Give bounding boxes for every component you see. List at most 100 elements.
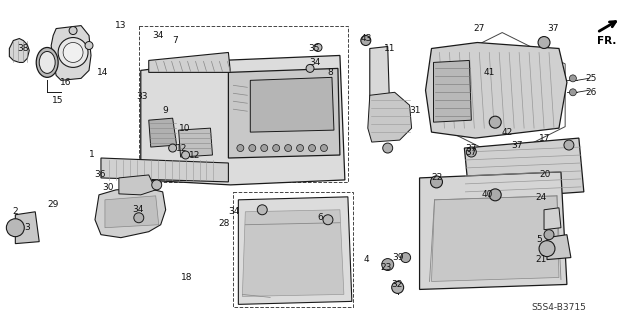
Text: 13: 13 [115, 21, 127, 30]
Text: 18: 18 [181, 273, 193, 282]
Circle shape [467, 147, 476, 157]
Circle shape [321, 145, 328, 152]
Polygon shape [228, 68, 340, 158]
Polygon shape [426, 43, 567, 138]
Text: 20: 20 [540, 171, 550, 180]
Circle shape [544, 230, 554, 240]
Circle shape [152, 180, 162, 190]
Circle shape [383, 143, 393, 153]
Circle shape [85, 42, 93, 50]
Circle shape [570, 75, 577, 82]
Text: 5: 5 [536, 235, 542, 244]
Polygon shape [243, 210, 344, 296]
Text: 34: 34 [309, 58, 321, 67]
Text: 36: 36 [94, 171, 106, 180]
Circle shape [570, 89, 577, 96]
Polygon shape [101, 158, 228, 182]
Circle shape [539, 241, 555, 257]
Text: 34: 34 [132, 205, 143, 214]
Polygon shape [431, 196, 559, 282]
Text: 41: 41 [484, 68, 495, 77]
Polygon shape [119, 175, 156, 195]
Circle shape [296, 145, 303, 152]
Text: 12: 12 [176, 144, 188, 153]
Polygon shape [105, 196, 159, 228]
Circle shape [306, 64, 314, 72]
Text: 16: 16 [60, 78, 72, 87]
Text: 37: 37 [465, 148, 477, 156]
Ellipse shape [39, 52, 55, 73]
Circle shape [489, 116, 501, 128]
Polygon shape [15, 212, 39, 244]
Text: 34: 34 [228, 207, 240, 216]
Text: 4: 4 [364, 255, 370, 264]
Text: 6: 6 [317, 213, 323, 222]
Text: 11: 11 [384, 44, 396, 53]
Text: 1: 1 [89, 149, 95, 158]
Polygon shape [148, 118, 177, 147]
Circle shape [69, 27, 77, 35]
Text: 8: 8 [327, 68, 333, 77]
Polygon shape [250, 77, 334, 132]
Text: 31: 31 [409, 106, 420, 115]
Polygon shape [95, 188, 166, 238]
Polygon shape [370, 46, 390, 112]
Circle shape [564, 140, 574, 150]
Text: 33: 33 [136, 92, 148, 101]
Circle shape [381, 259, 394, 270]
Polygon shape [141, 55, 345, 185]
Circle shape [169, 144, 177, 152]
Circle shape [260, 145, 268, 152]
Text: 25: 25 [585, 74, 596, 83]
Circle shape [401, 252, 411, 262]
Circle shape [314, 44, 322, 52]
Text: 43: 43 [360, 34, 371, 43]
Polygon shape [51, 26, 91, 80]
Circle shape [257, 205, 268, 215]
Text: S5S4-B3715: S5S4-B3715 [532, 303, 586, 312]
Text: 37: 37 [465, 144, 477, 153]
Text: 12: 12 [189, 150, 200, 160]
Circle shape [58, 37, 88, 68]
Text: 42: 42 [502, 128, 513, 137]
Circle shape [431, 176, 442, 188]
Text: 39: 39 [392, 253, 403, 262]
Ellipse shape [36, 47, 58, 77]
Polygon shape [238, 197, 352, 304]
Polygon shape [368, 92, 412, 142]
Text: 14: 14 [97, 68, 109, 77]
Circle shape [538, 36, 550, 49]
Circle shape [308, 145, 316, 152]
Text: 27: 27 [474, 24, 485, 33]
Circle shape [249, 145, 256, 152]
Text: 29: 29 [47, 200, 59, 209]
Text: 3: 3 [24, 223, 30, 232]
Text: 24: 24 [536, 193, 547, 202]
Circle shape [392, 282, 404, 293]
Text: 2: 2 [13, 207, 18, 216]
Circle shape [182, 151, 189, 159]
Circle shape [361, 36, 371, 45]
Polygon shape [420, 172, 567, 289]
Polygon shape [179, 128, 212, 157]
Bar [139, 26, 348, 182]
Bar [234, 192, 353, 307]
Text: 22: 22 [431, 173, 442, 182]
Polygon shape [433, 60, 471, 122]
Text: 26: 26 [585, 88, 596, 97]
Polygon shape [465, 138, 584, 200]
Circle shape [6, 219, 24, 237]
Polygon shape [10, 38, 29, 62]
Text: 15: 15 [52, 96, 64, 105]
Text: 40: 40 [481, 190, 493, 199]
Text: 10: 10 [179, 124, 190, 132]
Text: FR.: FR. [596, 36, 616, 45]
Text: 30: 30 [102, 183, 114, 192]
Text: 23: 23 [380, 263, 392, 272]
Polygon shape [544, 208, 561, 230]
Text: 37: 37 [547, 24, 559, 33]
Text: 35: 35 [308, 44, 320, 53]
Polygon shape [148, 52, 230, 72]
Circle shape [489, 189, 501, 201]
Circle shape [237, 145, 244, 152]
